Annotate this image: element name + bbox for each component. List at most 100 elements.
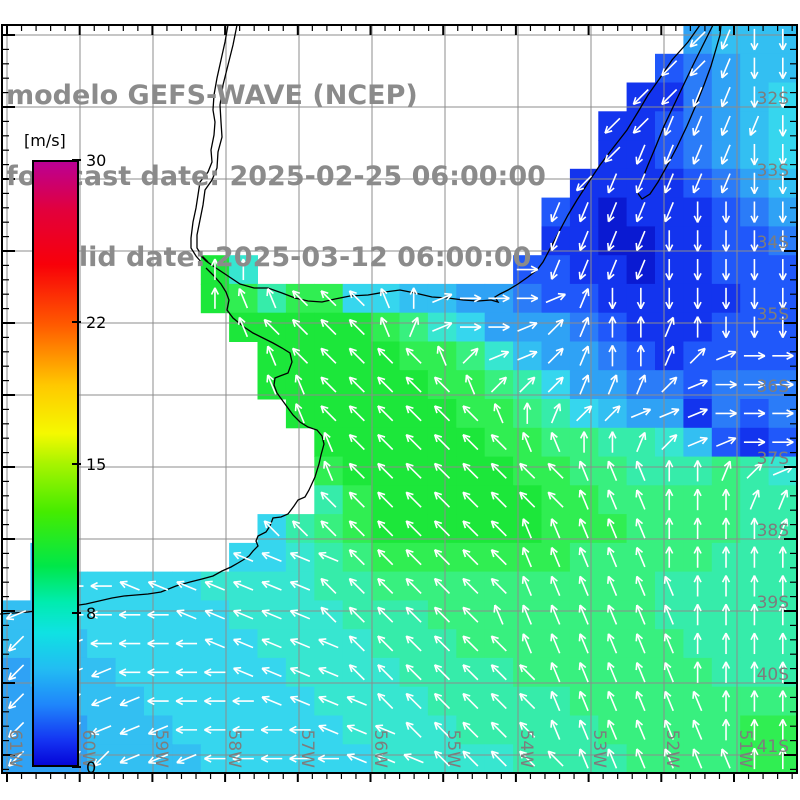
wind-arrow — [490, 376, 508, 393]
wind-arrow — [377, 376, 394, 393]
wind-arrow — [433, 606, 451, 623]
wind-arrow — [320, 520, 337, 537]
wind-arrow — [550, 201, 561, 223]
wind-arrow — [377, 433, 394, 451]
wind-arrow — [578, 719, 589, 740]
colorbar-tick-label: 22 — [86, 312, 107, 332]
colorbar-tick-mark — [72, 462, 81, 465]
wind-arrow — [320, 606, 337, 623]
wind-arrow — [579, 345, 590, 366]
wind-arrow — [778, 575, 787, 597]
wind-arrow — [261, 551, 282, 563]
wind-arrow — [433, 750, 451, 767]
wind-arrow — [578, 201, 589, 223]
wind-arrow — [715, 380, 737, 389]
wind-arrow — [432, 321, 453, 332]
wind-arrow — [405, 577, 422, 595]
wind-arrow — [692, 144, 703, 165]
wind-arrow — [405, 405, 422, 422]
wind-arrow — [693, 259, 702, 281]
wind-arrow — [433, 664, 451, 681]
wind-arrow — [661, 376, 678, 393]
wind-arrow — [663, 201, 674, 223]
lon-label: 55W — [443, 730, 463, 769]
wind-arrow — [8, 693, 25, 710]
wind-arrow — [716, 350, 737, 361]
wind-arrow — [462, 606, 479, 623]
lon-label: 61W — [5, 730, 25, 769]
lon-label: 60W — [78, 730, 98, 769]
wind-arrow — [90, 639, 112, 648]
wind-arrow — [550, 604, 561, 625]
wind-arrow — [433, 491, 451, 508]
wind-arrow — [263, 318, 280, 336]
wind-arrow — [348, 606, 365, 623]
wind-arrow — [5, 610, 27, 621]
wind-arrow — [578, 518, 589, 539]
wind-arrow — [436, 345, 447, 366]
wind-arrow — [661, 60, 678, 77]
wind-arrow — [147, 753, 169, 765]
wind-arrow — [521, 575, 533, 597]
wind-arrow — [663, 690, 674, 712]
wind-arrow — [320, 577, 337, 595]
lon-label: 51W — [735, 730, 755, 769]
wind-arrow — [578, 604, 589, 625]
wind-arrow — [289, 695, 311, 706]
wind-arrow — [405, 347, 422, 364]
wind-arrow — [294, 374, 305, 395]
wind-arrow — [550, 259, 561, 280]
wind-arrow — [377, 491, 394, 508]
wind-arrow — [749, 489, 760, 510]
wind-arrow — [663, 748, 674, 769]
wind-arrow — [778, 747, 787, 770]
wind-arrow — [291, 520, 309, 537]
wind-arrow — [490, 577, 507, 595]
wind-arrow — [750, 661, 759, 683]
wind-arrow — [630, 407, 652, 419]
wind-arrow — [519, 692, 536, 710]
wind-arrow — [348, 347, 365, 364]
wind-arrow — [578, 460, 589, 481]
coastline-path — [0, 267, 325, 615]
wind-arrow — [8, 635, 25, 652]
wind-arrow — [693, 287, 702, 310]
wind-arrow — [750, 575, 759, 597]
wind-arrow — [693, 201, 702, 223]
wind-arrow — [635, 489, 646, 510]
wind-arrow — [289, 666, 311, 678]
wind-arrow — [635, 144, 646, 165]
wind-arrow — [348, 376, 365, 393]
wind-arrow — [348, 433, 365, 451]
wind-arrow — [490, 549, 507, 566]
wind-arrow — [665, 460, 674, 482]
wind-arrow — [778, 115, 787, 137]
wind-arrow — [377, 606, 394, 623]
wind-arrow — [320, 405, 337, 422]
wind-arrow — [462, 577, 479, 595]
wind-arrow — [750, 57, 759, 80]
wind-arrow — [693, 230, 702, 252]
lat-label: 34S — [757, 233, 789, 253]
wind-arrow — [377, 462, 394, 479]
wind-arrow — [578, 662, 589, 683]
wind-arrow — [462, 635, 479, 652]
wind-arrow — [750, 603, 759, 626]
wind-arrow — [237, 316, 249, 338]
wind-arrow — [547, 750, 564, 767]
wind-arrow — [523, 402, 532, 424]
wind-arrow — [405, 491, 422, 508]
wind-arrow — [519, 376, 536, 393]
wind-arrow — [462, 433, 479, 451]
wind-arrow — [317, 754, 340, 763]
colorbar-tick-mark — [72, 766, 81, 768]
wind-arrow — [665, 259, 674, 281]
wind-arrow — [576, 405, 593, 422]
wind-arrow — [408, 316, 420, 338]
wind-arrow — [233, 580, 254, 591]
lon-label: 59W — [151, 730, 171, 769]
lat-label: 36S — [757, 377, 789, 397]
wind-arrow — [750, 632, 759, 655]
wind-arrow — [147, 610, 169, 619]
wind-arrow — [608, 316, 617, 338]
